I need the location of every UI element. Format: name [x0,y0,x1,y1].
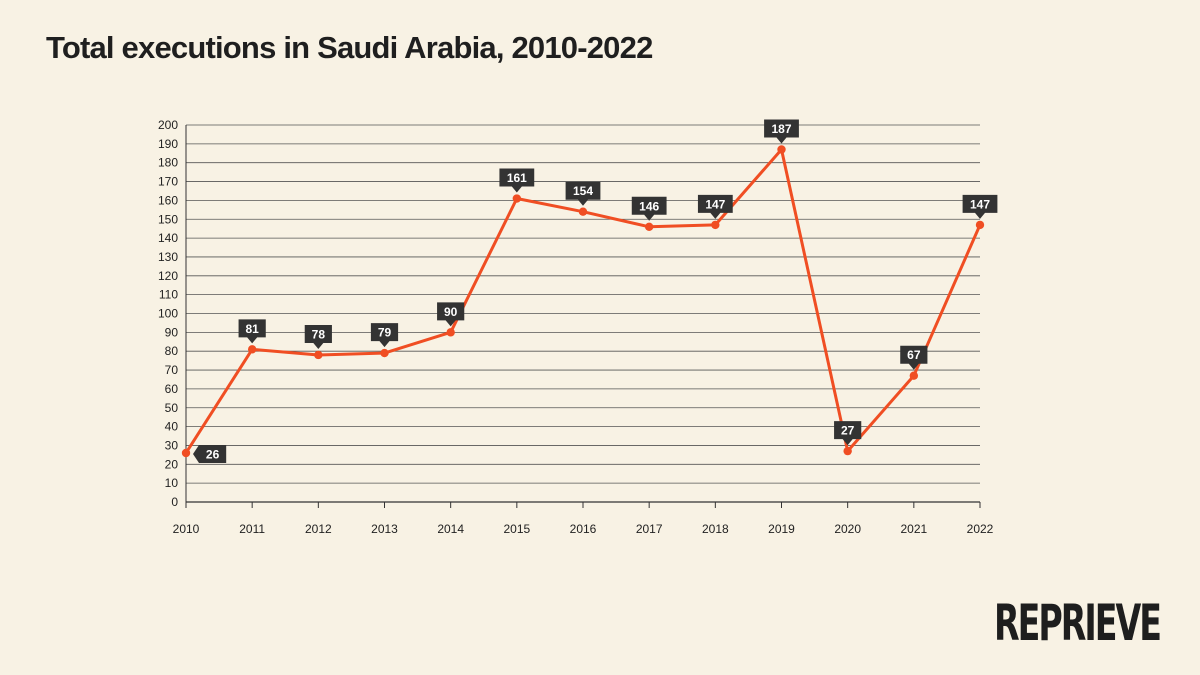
y-tick-label: 110 [159,288,178,302]
reprieve-logo-text: REPRIEVE [994,594,1160,646]
x-tick-label: 2013 [371,522,398,536]
x-tick-label: 2020 [834,522,861,536]
y-tick-label: 130 [158,250,178,264]
y-tick-label: 140 [158,231,178,245]
data-label-text: 26 [206,447,220,461]
data-point [446,328,455,337]
x-tick-label: 2021 [900,522,927,536]
data-label-text: 187 [771,122,791,136]
data-label: 67 [900,345,928,370]
data-label: 90 [437,302,465,327]
data-label-text: 147 [705,197,725,211]
data-label: 78 [304,324,332,349]
y-tick-label: 150 [158,212,178,226]
data-label: 161 [499,168,535,193]
chart-title: Total executions in Saudi Arabia, 2010-2… [46,30,653,65]
data-point [777,145,786,154]
data-label-box [304,324,332,349]
y-tick-label: 180 [158,156,178,170]
data-label-text: 90 [444,305,458,319]
y-tick-label: 80 [165,344,179,358]
data-point [512,194,522,203]
data-label-text: 146 [639,199,659,213]
reprieve-logo: REPRIEVE [994,594,1162,646]
x-tick-label: 2016 [570,522,597,536]
data-label-box [631,196,667,221]
data-label-box [499,168,535,193]
data-label-box [565,181,601,206]
y-tick-label: 70 [165,363,179,377]
data-label-text: 78 [312,327,326,341]
y-tick-label: 100 [158,307,178,321]
x-tick-label: 2010 [173,522,200,536]
y-tick-label: 30 [165,438,179,452]
data-point [644,222,654,231]
data-point [181,448,191,458]
data-label-text: 27 [841,424,855,438]
data-point [909,371,919,380]
data-label: 79 [370,323,399,348]
data-point [380,348,389,358]
data-label: 154 [565,181,601,206]
data-point [975,220,985,230]
y-tick-label: 60 [165,382,179,396]
data-point [247,345,257,354]
data-label: 187 [764,119,799,144]
data-point [843,446,852,456]
data-label-box [900,345,928,370]
data-label-box [437,302,465,327]
data-label-box [764,119,799,144]
data-label: 81 [238,319,266,344]
y-tick-label: 50 [165,401,179,415]
data-label-box [962,194,998,219]
data-label-text: 81 [245,322,259,336]
y-tick-label: 0 [171,495,178,509]
x-tick-label: 2015 [503,522,530,536]
data-label: 27 [834,421,862,446]
data-label: 26 [193,444,227,463]
x-tick-label: 2017 [636,522,663,536]
y-tick-label: 40 [165,420,179,434]
data-label-box [697,194,733,219]
data-point [314,350,323,360]
data-label-box [238,319,266,344]
y-tick-label: 120 [158,269,178,283]
x-tick-label: 2014 [437,522,464,536]
data-label: 147 [697,194,733,219]
x-tick-label: 2011 [239,522,265,536]
data-label-text: 154 [573,184,593,198]
data-point [578,207,588,216]
y-tick-label: 10 [165,476,179,490]
x-tick-label: 2018 [702,522,729,536]
data-label: 146 [631,196,667,221]
y-tick-label: 200 [158,118,178,132]
data-label-box [193,444,227,463]
data-label-text: 67 [907,348,921,362]
y-tick-label: 160 [158,193,178,207]
data-label-text: 79 [378,326,392,340]
y-tick-label: 170 [158,175,178,189]
data-label-text: 161 [507,171,527,185]
y-tick-label: 190 [158,137,178,151]
data-point [711,220,720,230]
data-label-box [834,421,862,446]
y-tick-label: 20 [165,457,179,471]
data-label-text: 147 [970,197,990,211]
x-tick-label: 2019 [768,522,795,536]
x-tick-label: 2022 [967,522,994,536]
y-tick-label: 90 [165,325,179,339]
x-tick-label: 2012 [305,522,332,536]
data-label: 147 [962,194,998,219]
data-label-box [370,323,399,348]
